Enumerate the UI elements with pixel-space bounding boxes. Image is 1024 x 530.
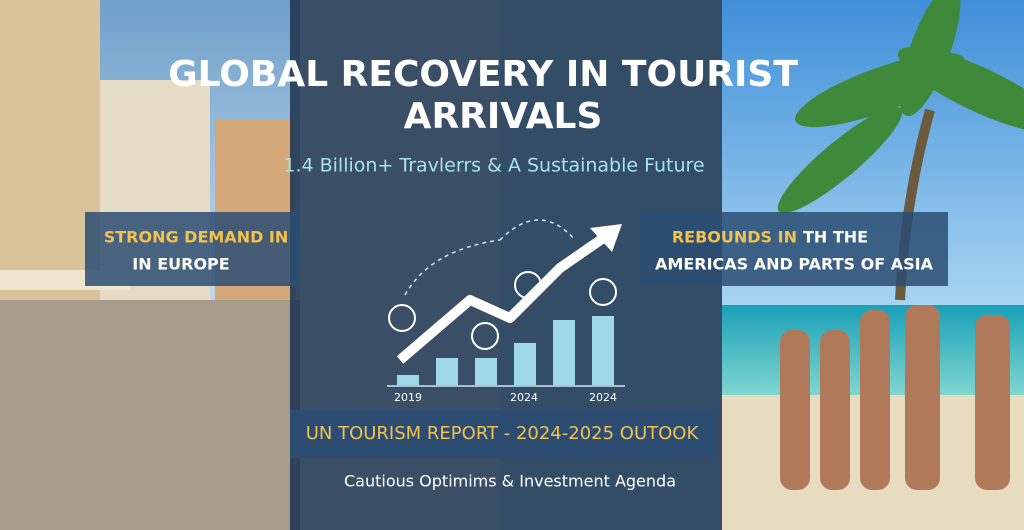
icon-arrow: [396, 227, 615, 364]
panel-text: TH THE: [803, 228, 868, 247]
palm-leaves: [777, 0, 1024, 214]
panel-highlight: STRONG DEMAND IN: [104, 228, 289, 247]
banner: [290, 410, 715, 458]
icon-arrowhead: [590, 224, 622, 252]
subtitle: 1.4 Billion+ Travlerrs & A Sustainable F…: [283, 155, 704, 177]
icon-axis-label: 2024: [589, 391, 617, 404]
icon-flight-path: [404, 219, 576, 296]
title: GLOBAL RECOVERY IN TOURIST: [168, 54, 798, 95]
icon-globes: [388, 271, 617, 350]
street: [0, 300, 300, 530]
footer-text: Cautious Optimims & Investment Agenda: [344, 472, 676, 491]
panel-text: AMERICAS AND PARTS OF ASIA: [655, 255, 934, 274]
icon-bars: [397, 316, 614, 385]
icon-axis-label: 2019: [394, 391, 422, 404]
banner-text: UN TOURISM REPORT - 2024-2025 OUTOOK: [306, 423, 700, 444]
right-panel: [640, 212, 948, 286]
left-panel: [85, 212, 300, 286]
icon-axis-label: 2024: [510, 391, 538, 404]
people: [780, 305, 1010, 490]
panel-text: IN EUROPE: [132, 255, 229, 274]
panel-highlight: REBOUNDS IN: [672, 228, 797, 247]
title: ARRIVALS: [404, 96, 603, 137]
building: [0, 0, 100, 300]
